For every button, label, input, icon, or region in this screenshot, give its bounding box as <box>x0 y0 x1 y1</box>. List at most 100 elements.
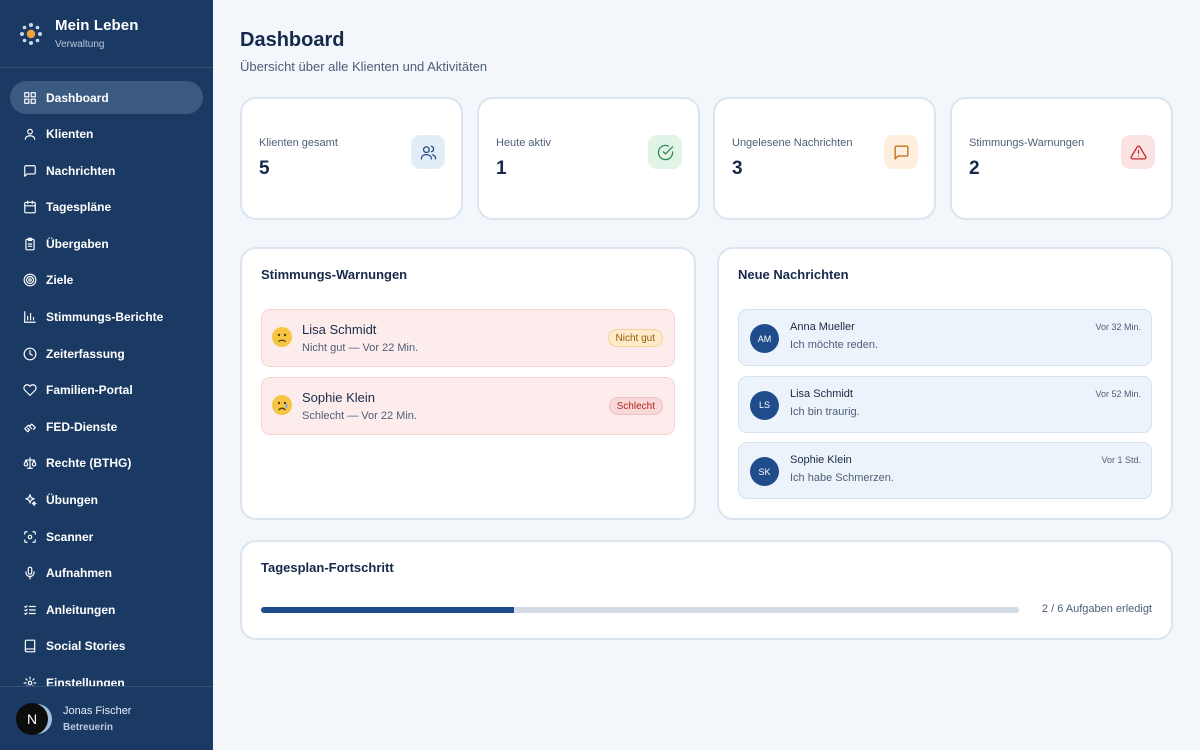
sidebar-item-familien-portal[interactable]: Familien-Portal <box>10 374 203 407</box>
message-preview: Ich möchte reden. <box>790 339 879 351</box>
sidebar-item-scanner[interactable]: Scanner <box>10 520 203 553</box>
sidebar-item-dashboard[interactable]: Dashboard <box>10 81 203 114</box>
sidebar-item-aufnahmen[interactable]: Aufnahmen <box>10 557 203 590</box>
user-icon <box>23 127 37 141</box>
handshake-icon <box>23 420 37 434</box>
panel-title: Neue Nachrichten <box>738 267 849 282</box>
sidebar-item-label: Zeiterfassung <box>46 346 125 361</box>
message-timestamp: Vor 52 Min. <box>1095 388 1141 399</box>
sidebar-item-social-stories[interactable]: Social Stories <box>10 630 203 663</box>
warning-item[interactable]: Sophie Klein Schlecht — Vor 22 Min. Schlec… <box>261 377 675 435</box>
sidebar-item-übergaben[interactable]: Übergaben <box>10 227 203 260</box>
check-circle-icon <box>648 135 682 169</box>
sidebar-nav: Dashboard Klienten Nachrichten Tagespläne Üb… <box>0 68 213 700</box>
stat-value: 5 <box>259 158 270 179</box>
stat-value: 2 <box>969 158 980 179</box>
heart-icon <box>23 383 37 397</box>
sidebar-item-tagespläne[interactable]: Tagespläne <box>10 191 203 224</box>
warning-client-name: Lisa Schmidt <box>302 322 377 337</box>
sidebar-item-zeiterfassung[interactable]: Zeiterfassung <box>10 337 203 370</box>
checklist-icon <box>23 603 37 617</box>
sidebar-item-stimmungs-berichte[interactable]: Stimmungs-Berichte <box>10 301 203 334</box>
message-icon <box>23 164 37 178</box>
clock-icon <box>23 347 37 361</box>
page-title: Dashboard <box>240 29 345 51</box>
stat-card: Klienten gesamt 5 <box>240 97 463 220</box>
logo-icon <box>18 21 44 47</box>
users-icon <box>411 135 445 169</box>
sidebar-item-ziele[interactable]: Ziele <box>10 264 203 297</box>
sidebar-item-label: Rechte (BTHG) <box>46 456 132 471</box>
sidebar-item-übungen[interactable]: Übungen <box>10 484 203 517</box>
message-sender: Sophie Klein <box>790 454 852 466</box>
avatar: AM <box>750 324 779 353</box>
dashboard-icon <box>23 91 37 105</box>
message-item[interactable]: SK Sophie Klein Ich habe Schmerzen. Vor 1 S… <box>738 442 1152 499</box>
alert-triangle-icon <box>1121 135 1155 169</box>
status-badge: Nicht gut <box>607 329 663 347</box>
sidebar-item-label: Aufnahmen <box>46 566 112 581</box>
sidebar-item-label: Social Stories <box>46 639 126 654</box>
clipboard-icon <box>23 237 37 251</box>
sidebar-item-label: Klienten <box>46 127 94 142</box>
warning-item[interactable]: Lisa Schmidt Nicht gut — Vor 22 Min. Nicht… <box>261 309 675 367</box>
sidebar-item-klienten[interactable]: Klienten <box>10 118 203 151</box>
message-timestamp: Vor 1 Std. <box>1101 455 1141 465</box>
sidebar-item-label: Familien-Portal <box>46 383 133 398</box>
sidebar-item-label: FED-Dienste <box>46 419 118 434</box>
crying-face-icon <box>272 395 292 415</box>
scale-icon <box>23 456 37 470</box>
message-sender: Anna Mueller <box>790 321 855 333</box>
warning-detail: Schlecht — Vor 22 Min. <box>302 410 417 422</box>
stat-value: 3 <box>732 158 743 179</box>
brand[interactable]: Mein Leben Verwaltung <box>0 0 213 68</box>
message-preview: Ich bin traurig. <box>790 405 860 418</box>
message-preview: Ich habe Schmerzen. <box>790 472 894 484</box>
dayplan-progress-panel: Tagesplan-Fortschritt 2 / 6 Aufgaben erl… <box>240 540 1173 640</box>
avatar: LS <box>750 390 779 420</box>
target-icon <box>23 273 37 287</box>
sidebar-item-label: Nachrichten <box>46 163 116 178</box>
sidebar-item-label: Stimmungs-Berichte <box>46 310 164 325</box>
sidebar-item-label: Tagespläne <box>46 200 112 215</box>
stat-value: 1 <box>496 158 507 179</box>
scan-icon <box>23 530 37 544</box>
mood-warnings-panel: Stimmungs-Warnungen Lisa Schmidt Nicht gu… <box>240 247 696 520</box>
avatar[interactable]: N <box>16 702 48 735</box>
sidebar-item-label: Scanner <box>46 529 94 544</box>
bar-chart-icon <box>23 310 37 324</box>
worried-face-icon <box>272 327 292 347</box>
sidebar-item-label: Übungen <box>46 493 98 508</box>
progress-bar <box>261 607 1019 613</box>
sidebar-item-label: Ziele <box>46 273 74 288</box>
user-profile[interactable]: N Jonas Fischer Betreuerin <box>0 686 213 750</box>
stat-label: Stimmungs-Warnungen <box>969 137 1085 149</box>
message-timestamp: Vor 32 Min. <box>1095 322 1141 332</box>
sidebar-item-fed-dienste[interactable]: FED-Dienste <box>10 410 203 443</box>
status-badge: Schlecht <box>608 397 663 415</box>
message-item[interactable]: LS Lisa Schmidt Ich bin traurig. Vor 52 Min… <box>738 375 1152 433</box>
progress-bar-fill <box>261 607 514 613</box>
progress-label: 2 / 6 Aufgaben erledigt <box>1041 603 1152 615</box>
sidebar-item-label: Anleitungen <box>46 602 116 617</box>
microphone-icon <box>23 566 37 580</box>
sidebar-item-rechte-bthg[interactable]: Rechte (BTHG) <box>10 447 203 480</box>
calendar-icon <box>23 200 37 214</box>
page-subtitle: Übersicht über alle Klienten und Aktivit… <box>240 59 488 74</box>
new-messages-panel: Neue Nachrichten AM Anna Mueller Ich möcht… <box>717 247 1173 520</box>
message-item[interactable]: AM Anna Mueller Ich möchte reden. Vor 32 Mi… <box>738 309 1152 366</box>
stat-label: Klienten gesamt <box>259 137 338 149</box>
sparkles-icon <box>23 493 37 507</box>
sidebar-item-label: Übergaben <box>46 236 109 251</box>
avatar: SK <box>750 457 779 486</box>
sidebar-item-nachrichten[interactable]: Nachrichten <box>10 154 203 187</box>
stat-label: Heute aktiv <box>496 137 552 149</box>
panel-title: Tagesplan-Fortschritt <box>261 560 394 575</box>
brand-title: Mein Leben <box>55 17 139 34</box>
message-sender: Lisa Schmidt <box>790 387 853 400</box>
warning-client-name: Sophie Klein <box>302 390 375 405</box>
stat-card: Stimmungs-Warnungen 2 <box>950 97 1173 220</box>
sidebar-item-anleitungen[interactable]: Anleitungen <box>10 593 203 626</box>
sidebar: Mein Leben Verwaltung Dashboard Klienten N… <box>0 0 213 750</box>
sidebar-item-label: Dashboard <box>46 90 109 105</box>
